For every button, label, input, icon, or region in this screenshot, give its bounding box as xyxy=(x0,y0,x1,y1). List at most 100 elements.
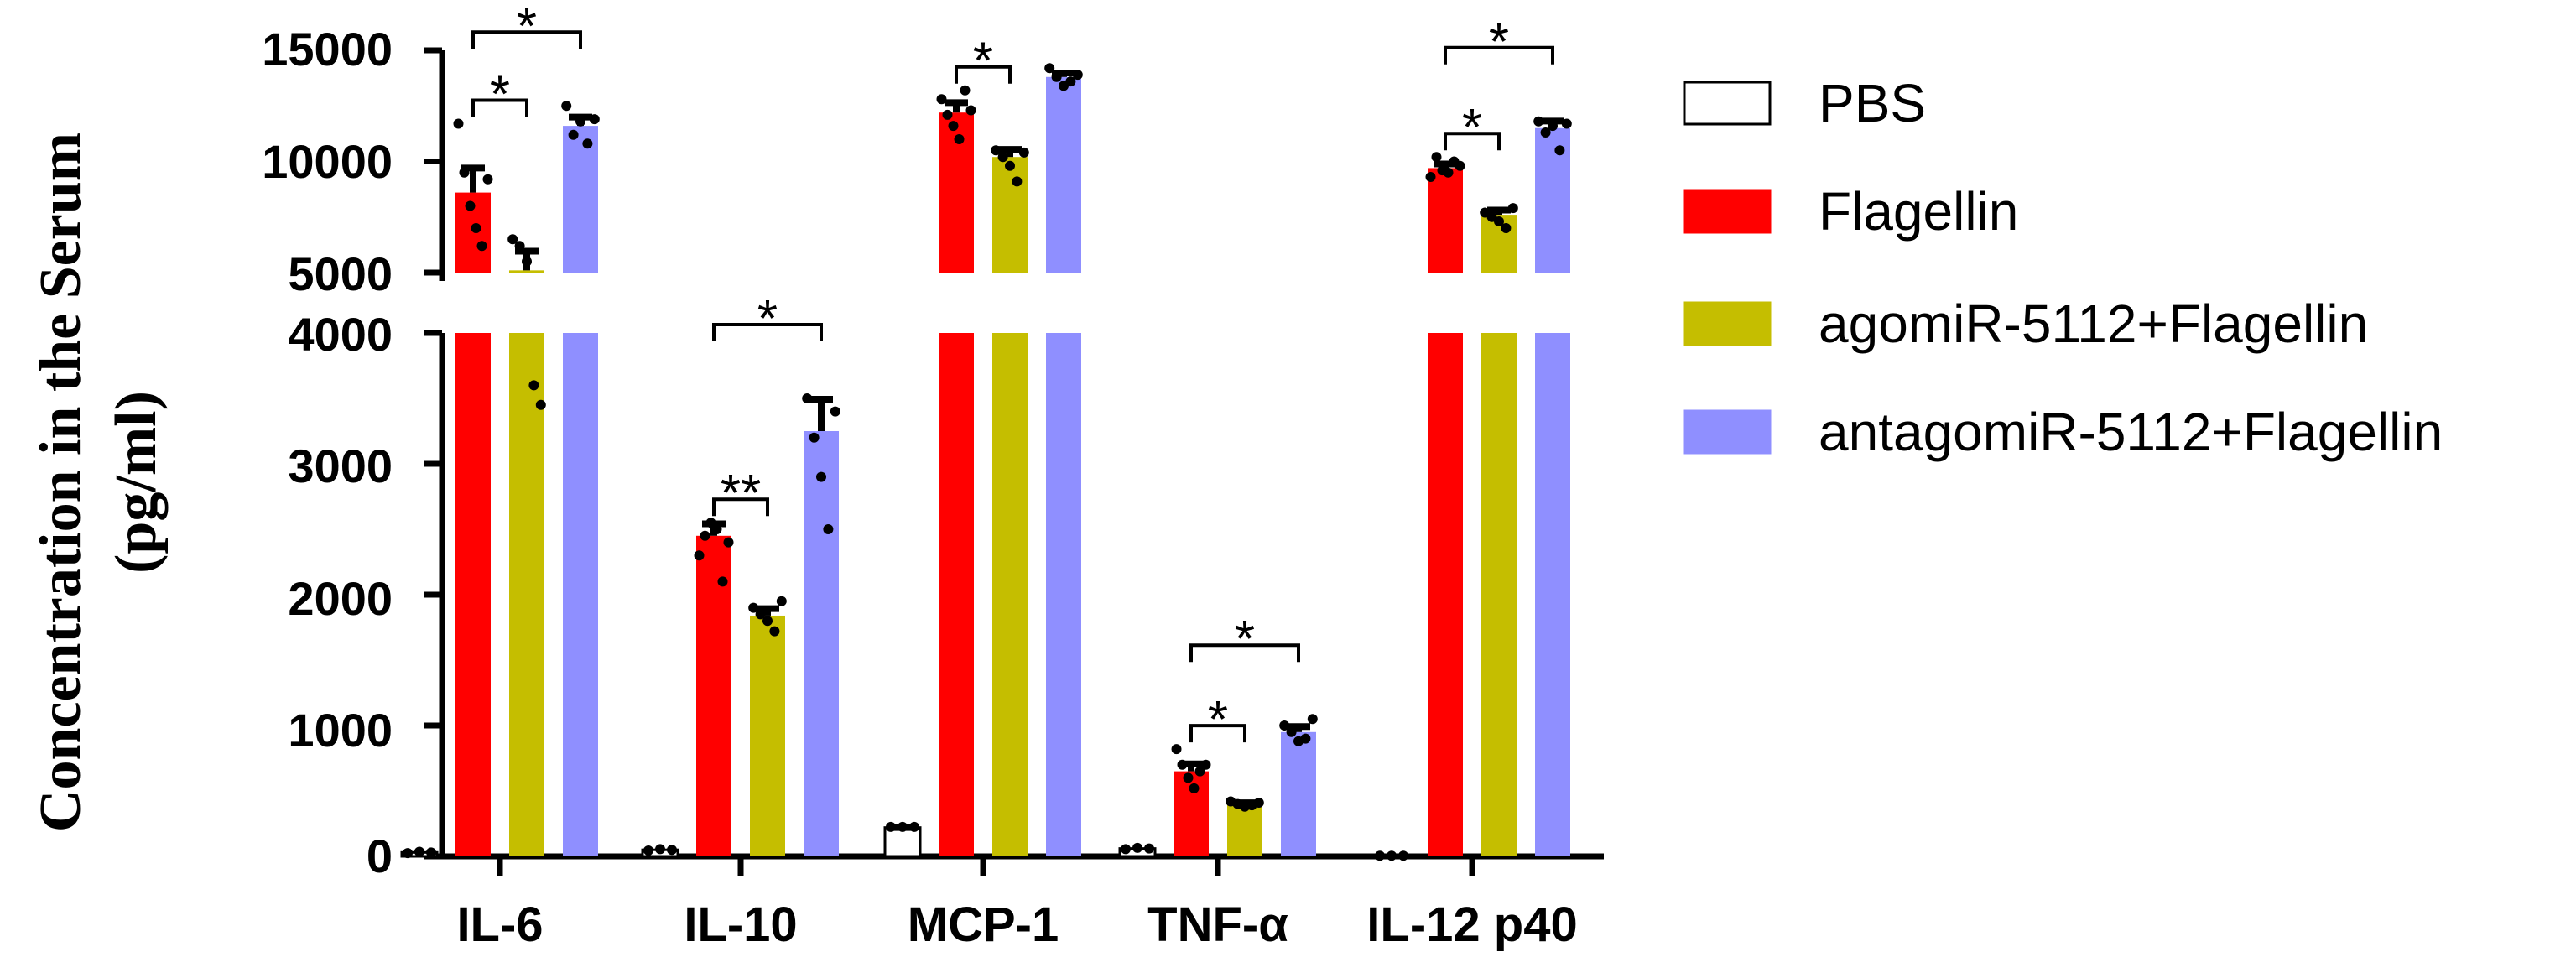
data-point xyxy=(748,602,759,613)
data-point xyxy=(1121,844,1131,855)
significance-bracket xyxy=(471,98,528,117)
data-point xyxy=(1455,160,1465,171)
data-point xyxy=(1279,720,1290,731)
y-axis-title-line1: Concentration in the Serum xyxy=(29,133,93,832)
data-point xyxy=(1387,850,1397,861)
significance-label: * xyxy=(757,290,778,348)
bar xyxy=(939,333,974,856)
data-point xyxy=(936,94,947,105)
data-point xyxy=(762,616,773,627)
x-category-label: MCP-1 xyxy=(908,897,1059,952)
bar xyxy=(1428,168,1463,273)
data-point xyxy=(823,524,834,534)
data-point xyxy=(965,105,976,116)
data-point xyxy=(1398,850,1408,861)
bar xyxy=(1281,731,1316,856)
significance-label: * xyxy=(1235,611,1255,668)
data-point xyxy=(816,471,826,482)
data-point xyxy=(1443,167,1454,178)
significance-bracket xyxy=(1444,132,1501,151)
bar xyxy=(696,535,731,856)
significance-label: * xyxy=(517,0,537,55)
data-point xyxy=(1507,203,1518,214)
data-point xyxy=(1194,766,1205,777)
bar xyxy=(1481,333,1517,856)
data-point xyxy=(528,380,539,391)
data-point xyxy=(1051,71,1062,82)
data-point xyxy=(705,518,716,528)
data-point xyxy=(1540,127,1551,138)
data-point xyxy=(755,609,766,620)
legend: PBS Flagellin agomiR-5112+Flagellin anta… xyxy=(1683,73,2443,462)
y-tick-label: 4000 xyxy=(288,308,393,361)
bar xyxy=(1174,771,1209,856)
legend-label-pbs: PBS xyxy=(1819,73,1926,133)
y-tick-label: 2000 xyxy=(288,572,393,625)
data-point xyxy=(426,847,436,858)
data-point xyxy=(453,118,464,129)
data-point xyxy=(1177,759,1188,770)
significance-label: * xyxy=(1208,691,1228,749)
data-point xyxy=(643,845,653,856)
bar xyxy=(1535,127,1570,273)
data-point xyxy=(1012,176,1023,187)
data-point xyxy=(589,114,600,125)
data-point xyxy=(769,626,780,637)
data-point xyxy=(717,576,728,587)
data-point xyxy=(667,845,677,856)
data-point xyxy=(655,844,665,855)
legend-swatch-agomir xyxy=(1683,301,1772,346)
significance-bracket xyxy=(712,323,823,341)
data-point xyxy=(465,200,476,211)
bar xyxy=(563,126,598,273)
significance-label: * xyxy=(490,65,510,123)
x-category-label: IL-10 xyxy=(684,897,797,952)
data-point xyxy=(1183,772,1194,783)
significance-bracket xyxy=(1444,45,1554,65)
y-tick-label: 5000 xyxy=(288,247,393,300)
data-point xyxy=(1200,759,1211,770)
significance-bracket xyxy=(471,30,582,49)
significance-label: * xyxy=(973,33,993,91)
significance-bracket xyxy=(955,65,1012,84)
chart-marks: ********** xyxy=(400,0,1572,876)
legend-swatch-antagomir xyxy=(1683,409,1772,455)
legend-swatch-flagellin xyxy=(1683,189,1772,234)
data-point xyxy=(1132,842,1142,853)
significance-label: ** xyxy=(721,465,761,523)
data-point xyxy=(575,116,585,127)
data-point xyxy=(948,121,959,132)
data-point xyxy=(830,406,840,417)
bar xyxy=(992,157,1028,273)
data-point xyxy=(1144,843,1154,854)
y-axis-title-line2: (pg/ml) xyxy=(104,391,169,574)
data-point xyxy=(700,530,710,541)
data-point xyxy=(1375,850,1385,861)
significance-label: * xyxy=(1462,99,1482,157)
bar xyxy=(1428,333,1463,856)
bar xyxy=(509,270,544,273)
significance-bracket xyxy=(1189,724,1246,743)
bar xyxy=(1046,333,1081,856)
data-point xyxy=(1561,118,1572,129)
data-point xyxy=(1554,145,1565,156)
data-point xyxy=(1189,783,1200,793)
data-point xyxy=(403,848,413,859)
significance-bracket xyxy=(712,497,769,517)
data-point xyxy=(514,241,525,252)
data-point xyxy=(1307,714,1318,725)
y-tick-label: 1000 xyxy=(288,704,393,757)
bar xyxy=(509,333,544,856)
data-point xyxy=(1286,726,1297,737)
significance-bracket xyxy=(1189,643,1300,663)
bar xyxy=(563,333,598,856)
data-point xyxy=(522,256,532,267)
data-point xyxy=(1501,223,1512,233)
data-point xyxy=(711,524,722,534)
data-point xyxy=(535,399,546,410)
data-point xyxy=(954,134,965,144)
legend-swatch-pbs xyxy=(1683,81,1772,126)
data-point xyxy=(694,550,705,561)
bar xyxy=(1046,76,1081,273)
data-point xyxy=(471,223,481,233)
